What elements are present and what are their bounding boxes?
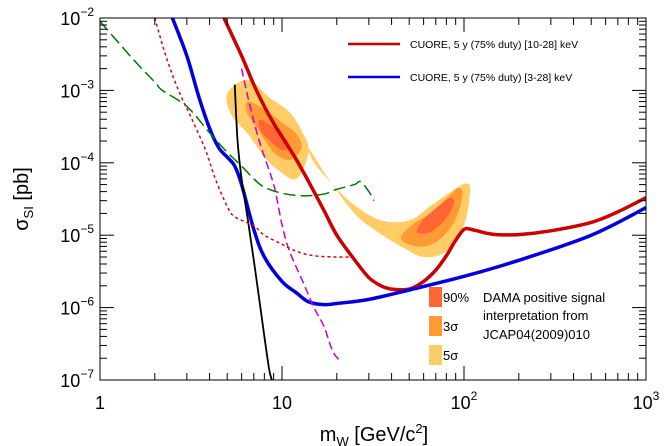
curves [100,18,646,380]
series-line-5 [100,20,375,202]
y-tick-label-0: 10−7 [60,367,94,391]
series-line-3 [240,68,342,363]
legend-entry-cuore-10-28: CUORE, 5 y (75% duty) [10-28] keV [410,39,578,51]
dama-swatch-90 [429,287,442,307]
series-line-2 [233,84,273,380]
dama-label-5sigma: 5σ [443,348,458,363]
series-line-0 [222,18,646,292]
y-tick-label-3: 10−4 [60,150,94,174]
y-axis-title: σSI [pb] [11,167,36,231]
x-tick-labels: 1 10 102 103 [95,389,660,413]
legend: CUORE, 5 y (75% duty) [10-28] keV CUORE,… [348,39,578,84]
dama-swatch-5sigma [429,345,442,365]
x-tick-label-3: 103 [633,389,660,413]
y-tick-label-1: 10−6 [60,295,94,319]
x-axis-title: mW [GeV/c2] [320,421,428,446]
plot-frame [99,17,647,381]
dama-swatch-3sigma [429,316,442,336]
axis-ticks [99,18,646,381]
dama-region-90%-0 [258,119,290,151]
y-tick-labels: 10−7 10−6 10−5 10−4 10−3 10−2 [60,5,94,391]
dama-label-3sigma: 3σ [443,319,458,334]
y-tick-label-5: 10−2 [60,5,94,29]
dama-description-line-1: DAMA positive signal [483,290,605,305]
dama-label-90: 90% [443,290,469,305]
x-tick-label-1: 10 [272,393,292,413]
y-tick-label-2: 10−5 [60,222,94,246]
dama-description-line-3: JCAP04(2009)010 [483,327,590,342]
dama-region-90%-1 [416,197,455,234]
x-tick-label-2: 102 [451,389,478,413]
series-line-4 [154,18,355,258]
y-tick-label-4: 10−3 [60,77,94,101]
dama-description-line-2: interpretation from [483,308,589,323]
legend-entry-cuore-3-28: CUORE, 5 y (75% duty) [3-28] keV [410,72,572,84]
dama-legend: 90% 3σ 5σ DAMA positive signal interpret… [429,287,605,365]
x-tick-label-0: 1 [95,393,105,413]
